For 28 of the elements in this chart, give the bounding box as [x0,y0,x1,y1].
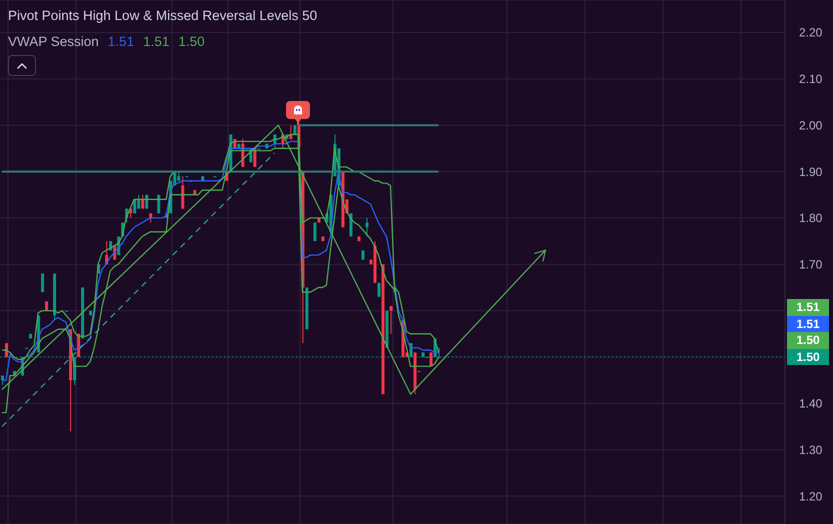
candlestick [177,171,180,182]
annotation: 1.50 [178,33,205,50]
y-tick-label: 1.70 [799,258,823,272]
text: 1.50 [787,332,829,349]
y-tick-label: 1.40 [799,396,823,411]
candlestick [181,176,184,210]
y-tick-label: 2.00 [799,118,823,132]
y-tick-label: 1.20 [799,489,823,504]
candlestick [365,217,368,237]
text: 1.51 [787,299,829,316]
y-tick-label: 2.10 [799,72,823,86]
candlestick [141,194,144,210]
text: Pivot Points High Low & Missed Reversal Levels 50 [8,7,318,24]
text: VWAP Session [8,33,99,50]
candlestick [137,194,140,210]
text: 1.51 [787,316,829,332]
candlestick [41,273,44,293]
y-tick-label: 1.90 [799,164,823,179]
annotation: 1.51 [143,33,170,50]
annotation: 1.51 [108,33,134,50]
candlestick [133,198,136,214]
candlestick [377,282,380,298]
candlestick [313,222,316,242]
y-tick-label: 1.80 [799,211,823,226]
y-tick-label: 2.20 [799,26,823,40]
text: 1.50 [787,348,829,366]
y-tick-label: 1.30 [799,443,823,458]
candlestick [389,306,392,334]
